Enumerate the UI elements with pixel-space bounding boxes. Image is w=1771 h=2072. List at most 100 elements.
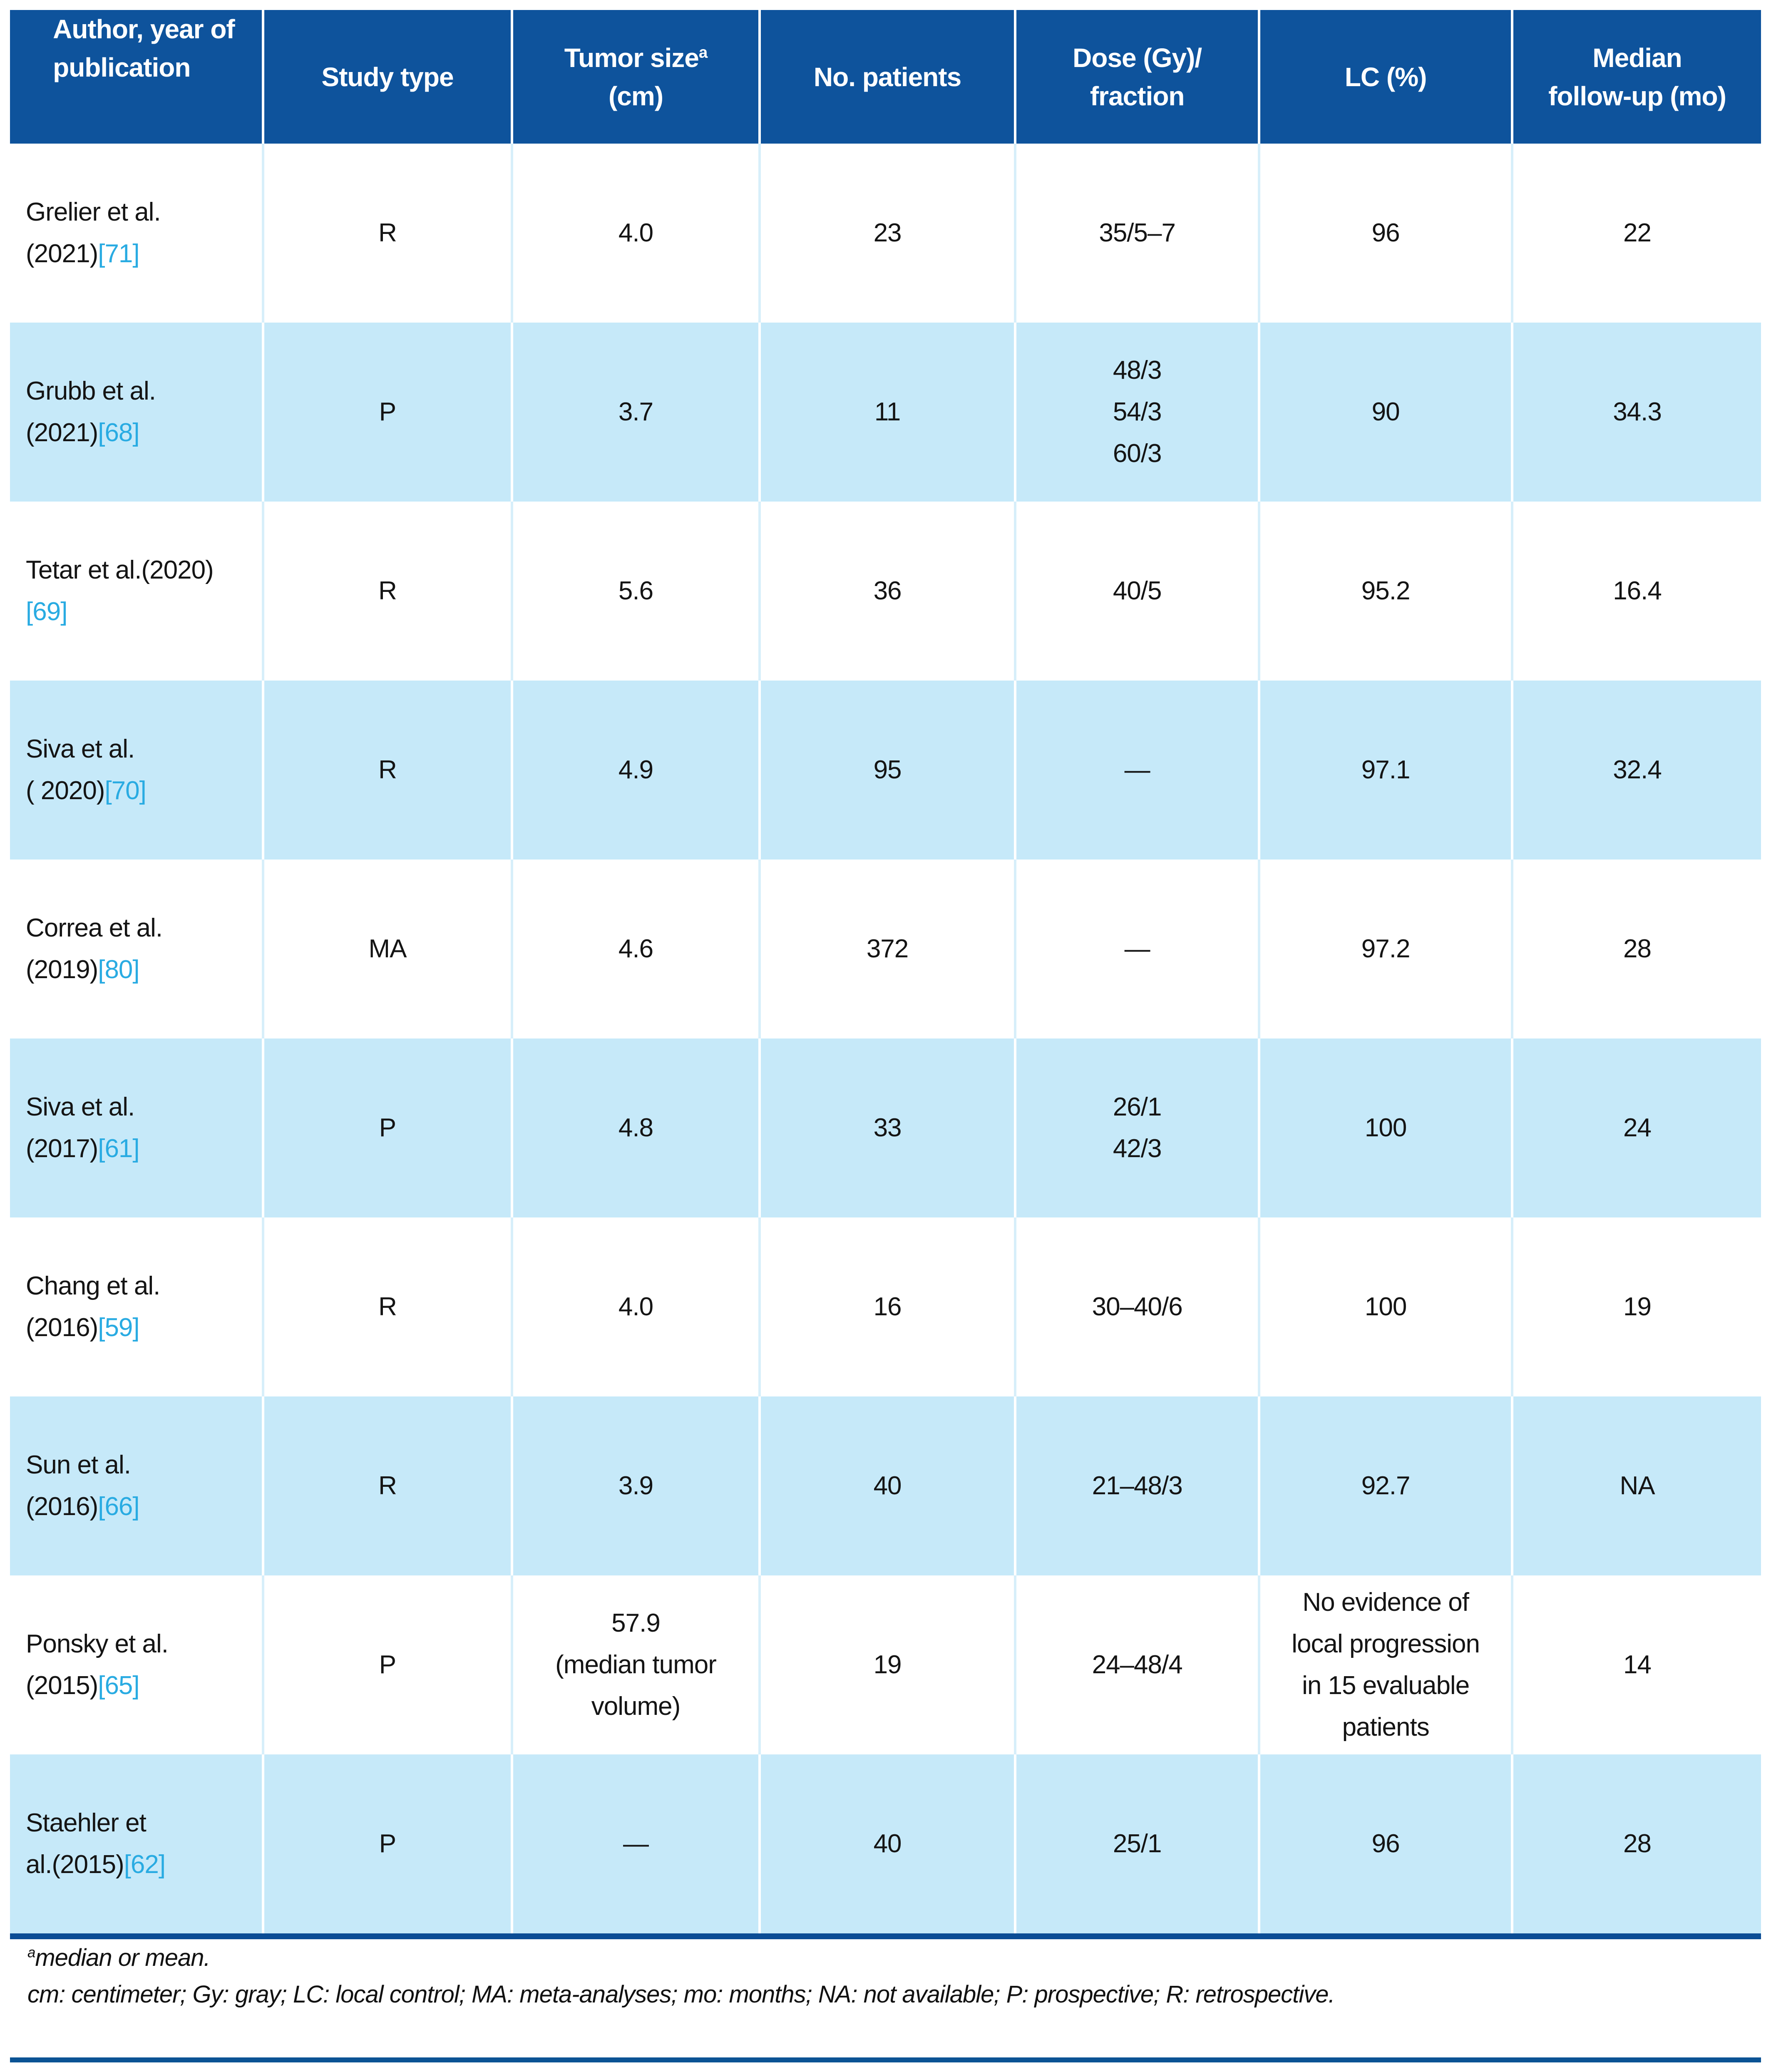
patients-cell: 33	[761, 1038, 1017, 1217]
tumor-size-cell: 4.6	[513, 860, 761, 1038]
followup-cell: 28	[1623, 934, 1652, 963]
tumor-size-cell: 4.8	[513, 1038, 761, 1217]
header-followup: Median follow-up (mo)	[1548, 42, 1726, 111]
lc-cell: 96	[1260, 144, 1514, 323]
followup-cell: 16.4	[1613, 576, 1662, 605]
tumor-size-cell: 4.9	[513, 681, 761, 860]
followup-cell: 28	[1623, 1829, 1652, 1858]
study-type-cell: R	[264, 681, 514, 860]
followup-cell: 14	[1623, 1650, 1652, 1679]
study-table: Author, year of publication Study type Tu…	[10, 10, 1761, 1939]
footnote-abbreviations: cm: centimeter; Gy: gray; LC: local cont…	[27, 1981, 1335, 2008]
patients-cell: 11	[761, 323, 1017, 502]
patients-cell: 95	[761, 681, 1017, 860]
table-footnotes: amedian or mean. cm: centimeter; Gy: gra…	[27, 1940, 1734, 2013]
author-cell: Correa et al. (2019)[80]	[10, 860, 264, 1038]
patients-cell: 40	[761, 1396, 1017, 1575]
footnote-marker: a	[27, 1944, 35, 1961]
patients-cell: 19	[761, 1575, 1017, 1754]
table-row: Ponsky et al. (2015)[65] P 57.9 (median tu…	[10, 1575, 1761, 1754]
patients-cell: 36	[761, 502, 1017, 681]
table-row: Sun et al. (2016)[66] R 3.9 40 21–48/3 92…	[10, 1396, 1761, 1575]
author-cell: Siva et al. (2017)[61]	[10, 1038, 264, 1217]
tumor-size-cell: 4.0	[513, 1217, 761, 1396]
study-type-cell: R	[264, 1217, 514, 1396]
table-row: Correa et al. (2019)[80] MA 4.6 372 — 97.…	[10, 860, 1761, 1038]
patients-cell: 372	[761, 860, 1017, 1038]
study-type-cell: P	[264, 1038, 514, 1217]
tumor-size-cell: 3.9	[513, 1396, 761, 1575]
citation-link[interactable]: [66]	[98, 1492, 139, 1521]
patients-cell: 40	[761, 1754, 1017, 1933]
dose-cell: 21–48/3	[1016, 1396, 1261, 1575]
citation-link[interactable]: [71]	[98, 239, 139, 268]
patients-cell: 16	[761, 1217, 1017, 1396]
dose-cell: 26/1 42/3	[1016, 1038, 1261, 1217]
followup-cell: NA	[1619, 1471, 1655, 1500]
author-cell: Sun et al. (2016)[66]	[10, 1396, 264, 1575]
author-cell: Tetar et al.(2020) [69]	[10, 502, 264, 681]
table-row: Siva et al. (2017)[61] P 4.8 33 26/1 42/3 …	[10, 1038, 1761, 1217]
author-cell: Grelier et al. (2021)[71]	[10, 144, 264, 323]
tumor-size-cell: —	[513, 1754, 761, 1933]
study-type-cell: R	[264, 1396, 514, 1575]
header-patients: No. patients	[761, 10, 1017, 144]
study-type-cell: R	[264, 144, 514, 323]
tumor-size-cell: 4.0	[513, 144, 761, 323]
citation-link[interactable]: [68]	[98, 418, 139, 447]
study-type-cell: R	[264, 502, 514, 681]
tumor-size-cell: 5.6	[513, 502, 761, 681]
citation-link[interactable]: [80]	[98, 955, 139, 984]
followup-cell: 22	[1623, 219, 1652, 247]
lc-cell: 97.1	[1260, 681, 1514, 860]
dose-cell: —	[1016, 860, 1261, 1038]
tumor-size-cell: 57.9 (median tumor volume)	[513, 1575, 761, 1754]
dose-cell: 48/3 54/3 60/3	[1016, 323, 1261, 502]
study-type-cell: P	[264, 1575, 514, 1754]
followup-cell: 19	[1623, 1292, 1652, 1321]
lc-cell: 92.7	[1260, 1396, 1514, 1575]
dose-cell: 40/5	[1016, 502, 1261, 681]
header-tumor-size: Tumor sizea (cm)	[513, 10, 761, 144]
citation-link[interactable]: [61]	[98, 1134, 139, 1163]
header-lc: LC (%)	[1260, 10, 1514, 144]
author-cell: Siva et al.( 2020)[70]	[10, 681, 264, 860]
header-author: Author, year of publication	[10, 10, 264, 144]
followup-cell: 32.4	[1613, 755, 1662, 784]
bottom-rule	[10, 2057, 1761, 2062]
lc-cell: 100	[1260, 1038, 1514, 1217]
citation-link[interactable]: [62]	[124, 1850, 166, 1879]
tumor-size-cell: 3.7	[513, 323, 761, 502]
study-type-cell: P	[264, 323, 514, 502]
dose-cell: —	[1016, 681, 1261, 860]
table-row: Staehler et al.(2015)[62] P — 40 25/1 96 …	[10, 1754, 1761, 1933]
study-type-cell: P	[264, 1754, 514, 1933]
study-type-cell: MA	[264, 860, 514, 1038]
footnote-median-or-mean: amedian or mean.	[27, 1944, 211, 1971]
citation-link[interactable]: [70]	[104, 776, 146, 805]
author-cell: Ponsky et al. (2015)[65]	[10, 1575, 264, 1754]
dose-cell: 30–40/6	[1016, 1217, 1261, 1396]
lc-cell: 90	[1260, 323, 1514, 502]
table-row: Grelier et al. (2021)[71] R 4.0 23 35/5–7…	[10, 144, 1761, 323]
author-cell: Staehler et al.(2015)[62]	[10, 1754, 264, 1933]
lc-cell: No evidence of local progression in 15 eva…	[1260, 1575, 1514, 1754]
citation-link[interactable]: [65]	[98, 1671, 139, 1700]
author-cell: Chang et al. (2016)[59]	[10, 1217, 264, 1396]
followup-cell: 34.3	[1613, 398, 1662, 426]
header-dose: Dose (Gy)/fraction	[1016, 10, 1261, 144]
lc-cell: 95.2	[1260, 502, 1514, 681]
table-row: Chang et al. (2016)[59] R 4.0 16 30–40/6 …	[10, 1217, 1761, 1396]
table-row: Siva et al.( 2020)[70] R 4.9 95 — 97.1 3…	[10, 681, 1761, 860]
lc-cell: 100	[1260, 1217, 1514, 1396]
dose-cell: 25/1	[1016, 1754, 1261, 1933]
citation-link[interactable]: [69]	[26, 597, 67, 626]
lc-cell: 96	[1260, 1754, 1514, 1933]
citation-link[interactable]: [59]	[98, 1313, 139, 1342]
table-header-row: Author, year of publication Study type Tu…	[10, 10, 1761, 144]
table-row: Tetar et al.(2020) [69] R 5.6 36 40/5 95.…	[10, 502, 1761, 681]
lc-cell: 97.2	[1260, 860, 1514, 1038]
dose-cell: 24–48/4	[1016, 1575, 1261, 1754]
followup-cell: 24	[1623, 1113, 1652, 1142]
patients-cell: 23	[761, 144, 1017, 323]
